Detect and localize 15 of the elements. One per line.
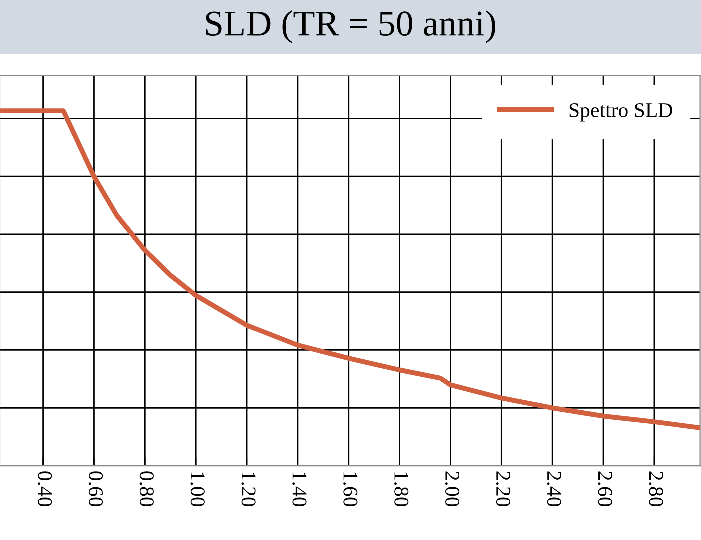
x-tick-label: 2.60 — [598, 472, 612, 507]
chart-title: SLD (TR = 50 anni) — [206, 10, 496, 44]
x-tick-label: 1.80 — [394, 472, 409, 507]
x-tick-label: 0.40 — [38, 472, 52, 507]
x-tick-label: 2.00 — [445, 472, 460, 507]
x-tick-label: 1.60 — [344, 472, 358, 507]
x-tick-label: 1.40 — [292, 472, 307, 507]
x-tick-label: 0.80 — [140, 472, 154, 507]
x-tick-label: 1.00 — [190, 472, 205, 507]
x-tick-label: 2.20 — [496, 472, 511, 507]
x-tick-label: 2.80 — [649, 472, 664, 507]
legend-label: Spettro SLD — [570, 103, 672, 122]
x-tick-label: 1.20 — [242, 472, 256, 507]
x-tick-label: 0.60 — [88, 472, 104, 507]
x-tick-label: 2.40 — [547, 472, 562, 507]
